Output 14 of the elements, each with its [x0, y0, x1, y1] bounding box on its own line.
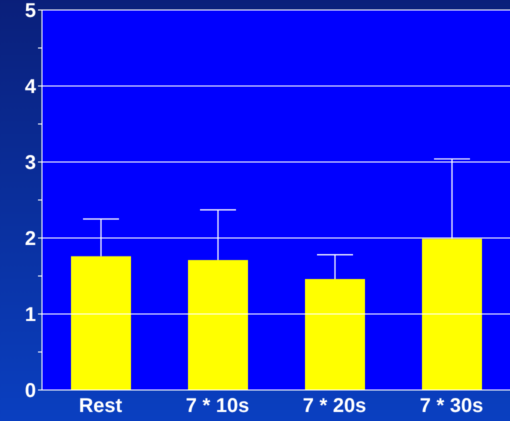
y-tick-label: 2	[24, 228, 36, 250]
bar	[305, 279, 365, 390]
y-tick-label: 1	[24, 304, 36, 326]
x-tick-label: 7 * 10s	[186, 395, 250, 418]
y-tick-label: 5	[24, 0, 36, 22]
bar	[188, 260, 248, 390]
y-tick-label: 4	[24, 76, 37, 98]
y-tick-label: 0	[24, 380, 36, 402]
bar	[422, 238, 482, 390]
x-tick-label: Rest	[78, 395, 123, 418]
x-tick-label: 7 * 30s	[420, 395, 484, 418]
x-tick-label: 7 * 20s	[302, 395, 366, 418]
y-tick-label: 3	[24, 152, 36, 174]
bar	[71, 256, 131, 390]
